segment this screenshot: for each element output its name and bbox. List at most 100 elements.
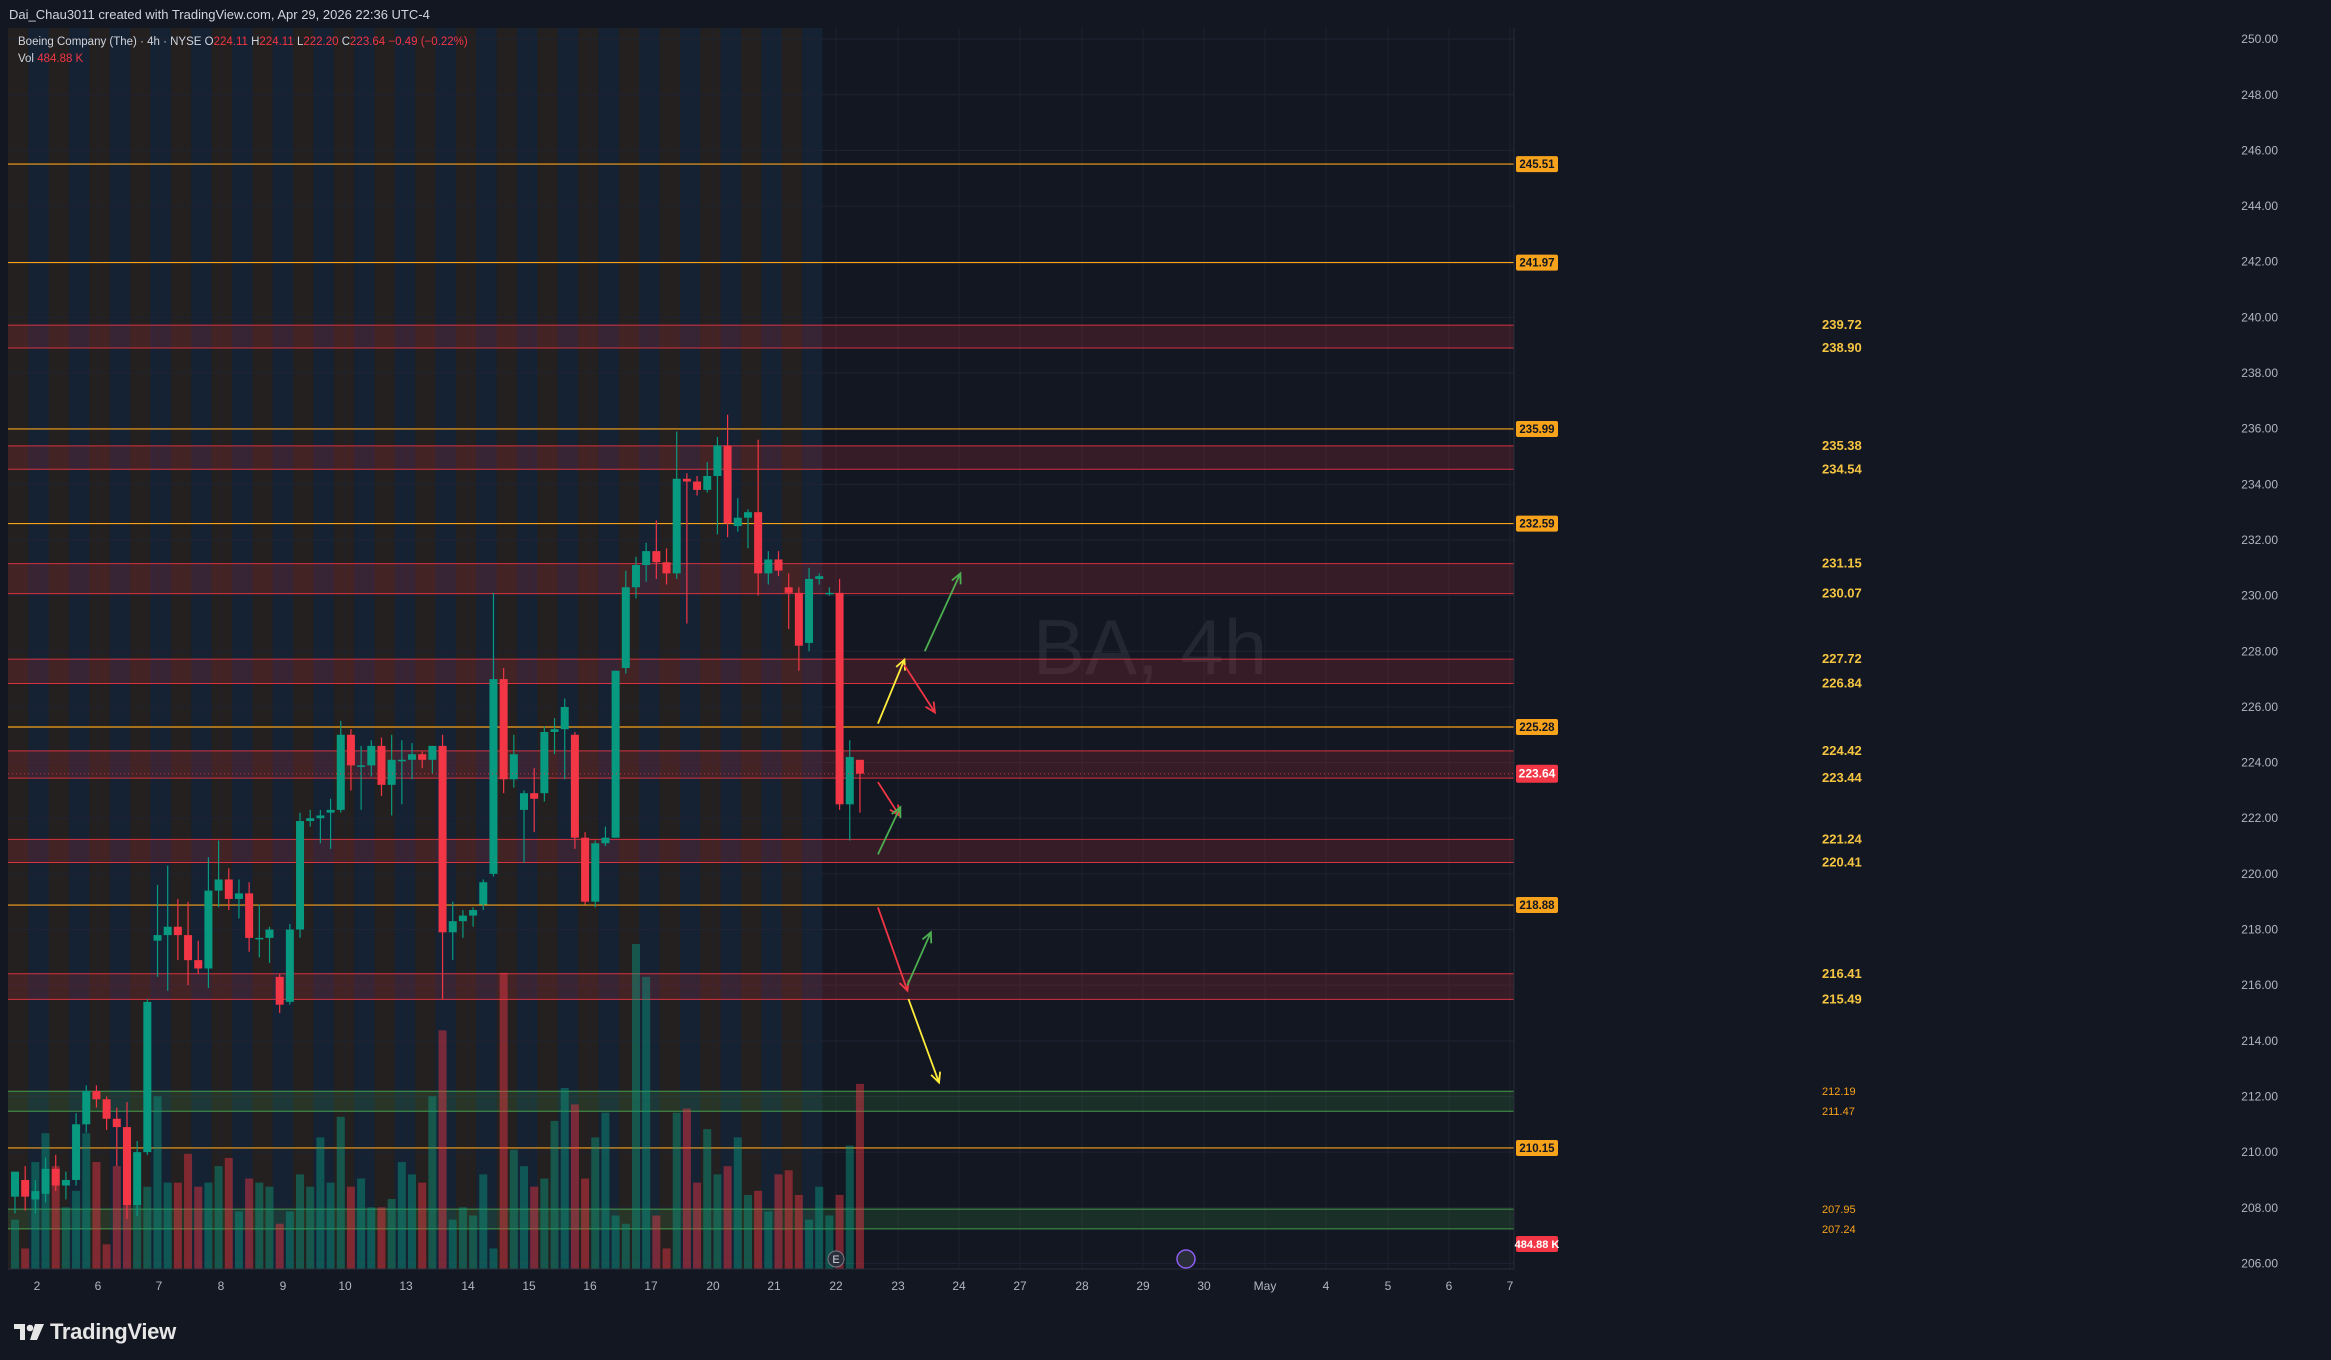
candle-body: [815, 576, 824, 579]
levels: [8, 163, 1514, 1230]
volume-bar: [723, 1166, 732, 1269]
candle-body: [214, 879, 223, 891]
time-tick-label: 17: [644, 1279, 658, 1293]
volume-bar: [530, 1186, 539, 1269]
supply-zone: [8, 973, 1514, 1000]
scenario-arrows: [877, 571, 962, 1085]
time-tick-label: 28: [1075, 1279, 1089, 1293]
earnings-icon-label: E: [832, 1254, 839, 1266]
scenario-arrowhead: [930, 1071, 942, 1085]
session-band: [537, 28, 558, 1269]
top-bar: Dai_Chau3011 created with TradingView.co…: [0, 0, 2331, 28]
credit-text: Dai_Chau3011 created with TradingView.co…: [9, 7, 430, 22]
candle-body: [652, 551, 661, 563]
price-tick-label: 218.00: [2241, 923, 2278, 937]
tradingview-brand[interactable]: TradingView: [12, 1319, 176, 1345]
time-tick-label: 16: [583, 1279, 597, 1293]
time-tick-label: 10: [338, 1279, 352, 1293]
candle-body: [234, 893, 243, 899]
volume-bar: [296, 1174, 305, 1269]
candle-body: [102, 1099, 111, 1119]
volume-bar: [489, 1248, 498, 1269]
candle-body: [764, 559, 773, 574]
price-tick-label: 212.00: [2241, 1089, 2278, 1103]
candle-body: [367, 745, 376, 766]
candle-body: [377, 745, 386, 785]
session-band: [598, 28, 619, 1269]
candle-body: [499, 679, 508, 780]
level-price-tag: [1516, 515, 1558, 532]
volume-bar: [682, 1108, 691, 1269]
volume-bar: [815, 1186, 824, 1269]
volume-bar: [224, 1157, 233, 1269]
zone-top-label: 212.19: [1822, 1086, 1856, 1098]
candle-body: [41, 1168, 50, 1194]
scenario-arrowhead: [891, 805, 902, 819]
volume-bar: [458, 1207, 467, 1269]
volume-bar: [11, 1219, 19, 1269]
volume-bar: [408, 1174, 417, 1269]
time-tick-label: 7: [156, 1279, 163, 1293]
candle-body: [754, 512, 763, 574]
scenario-arrowhead: [951, 571, 962, 585]
session-band: [781, 28, 803, 1269]
volume-bar: [21, 1248, 30, 1269]
session-band: [211, 28, 232, 1269]
symbol-watermark: BA, 4h: [1033, 603, 1267, 691]
candles: [11, 414, 864, 1219]
price-tick-label: 238.00: [2241, 366, 2278, 380]
volume-bar: [743, 1194, 752, 1269]
volume-bar: [621, 1223, 630, 1269]
price-tick-label: 242.00: [2241, 255, 2278, 269]
time-tick-label: 21: [767, 1279, 781, 1293]
volume-bar: [316, 1137, 325, 1269]
volume-bar: [835, 1194, 844, 1269]
candle-body: [31, 1191, 40, 1200]
volume-bar: [336, 1116, 345, 1269]
volume-bar: [31, 1162, 40, 1269]
candle-body: [662, 562, 671, 574]
candle-body: [173, 926, 182, 936]
zone-top-label: 239.72: [1822, 317, 1862, 332]
volume-bar: [82, 1133, 91, 1269]
price-tick-label: 208.00: [2241, 1201, 2278, 1215]
volume-bar: [591, 1137, 600, 1269]
candle-body: [682, 478, 691, 482]
session-band: [476, 28, 497, 1269]
candle-body: [489, 679, 498, 874]
ohlc-legend: Boeing Company (The) · 4h · NYSE O224.11…: [18, 36, 468, 65]
price-tick-label: 210.00: [2241, 1145, 2278, 1159]
tradingview-logo-icon: [14, 1324, 44, 1340]
volume-tag-label: 484.88 K: [1515, 1239, 1560, 1251]
candle-body: [92, 1090, 101, 1100]
session-band: [455, 28, 477, 1269]
zone-top-label: 227.72: [1822, 651, 1862, 666]
candle-body: [805, 578, 814, 643]
candle-body: [560, 706, 569, 730]
time-tick-label: 13: [399, 1279, 413, 1293]
candle-body: [631, 565, 640, 588]
price-chart[interactable]: BA, 4h 245.51 241.97 239.72 238.90 235.99 235.…: [0, 0, 2331, 1303]
volume-bar: [754, 1190, 763, 1269]
candle-body: [570, 734, 579, 838]
footer-bar: TradingView: [0, 1303, 2331, 1360]
volume-bar: [855, 1083, 864, 1269]
volume-bar: [357, 1178, 366, 1269]
level-price-label: 210.15: [1519, 1143, 1555, 1155]
session-band: [170, 28, 192, 1269]
zone-bottom-label: 234.54: [1822, 461, 1863, 476]
candle-body: [112, 1118, 121, 1128]
session-band: [8, 28, 29, 1269]
current-price-label: 223.64: [1519, 767, 1556, 781]
level-price-tag: [1516, 156, 1558, 173]
session-band: [639, 28, 660, 1269]
time-tick-label: 30: [1197, 1279, 1211, 1293]
volume-bar: [733, 1137, 742, 1269]
volume-bar: [672, 1112, 681, 1269]
volume-bar: [581, 1178, 590, 1269]
time-tick-label: May: [1254, 1279, 1277, 1293]
volume-bar: [255, 1182, 264, 1269]
candle-body: [346, 734, 355, 766]
volume-bar: [774, 1174, 783, 1269]
price-tick-label: 240.00: [2241, 310, 2278, 324]
